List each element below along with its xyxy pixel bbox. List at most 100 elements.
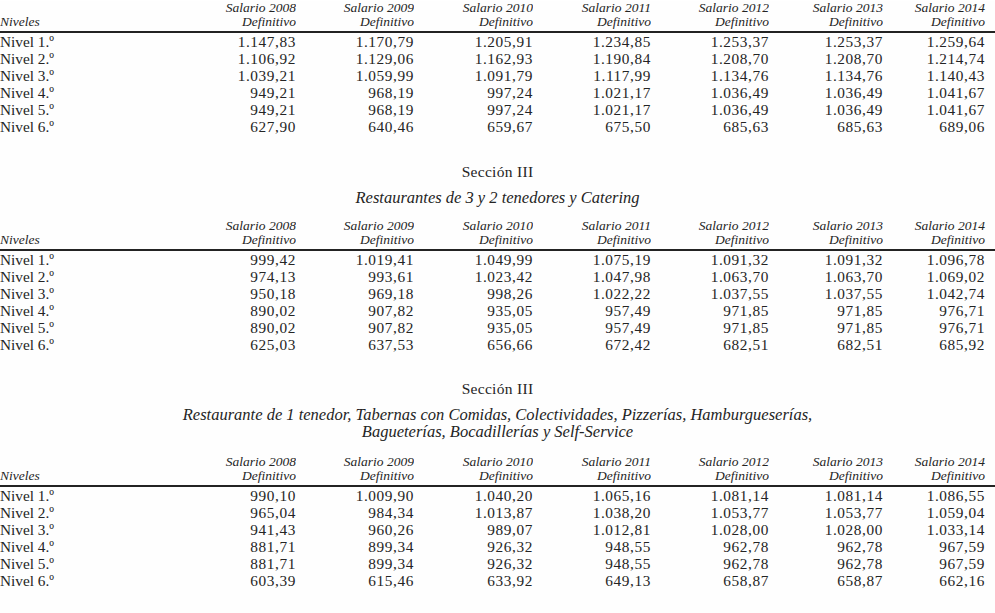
column-header-line2: Definitivo: [769, 233, 883, 247]
header-row: Niveles Salario 2008DefinitivoSalario 20…: [0, 455, 995, 486]
salary-value: 1.075,19: [533, 250, 651, 268]
salary-value: 1.013,87: [414, 504, 533, 521]
column-header-line2: Definitivo: [533, 233, 651, 247]
nivel-label: Nivel 3.º: [0, 67, 178, 84]
column-header: Salario 2011Definitivo: [533, 455, 651, 486]
salary-value: 1.063,70: [651, 268, 769, 285]
salary-value: 962,78: [651, 538, 769, 555]
salary-value: 1.023,42: [414, 268, 533, 285]
salary-value: 682,51: [769, 336, 883, 353]
column-header-line2: Definitivo: [178, 469, 296, 483]
salary-value: 689,06: [883, 118, 995, 135]
nivel-label: Nivel 3.º: [0, 285, 178, 302]
salary-value: 968,19: [296, 84, 414, 101]
column-header-line2: Definitivo: [296, 15, 414, 29]
nivel-label: Nivel 2.º: [0, 50, 178, 67]
column-header-line2: Definitivo: [414, 233, 533, 247]
salary-value: 675,50: [533, 118, 651, 135]
salary-value: 967,59: [883, 555, 995, 572]
column-header-line1: Salario 2009: [296, 455, 414, 469]
salary-value: 969,18: [296, 285, 414, 302]
salary-value: 967,59: [883, 538, 995, 555]
column-header: Salario 2009Definitivo: [296, 1, 414, 32]
column-header: Salario 2014Definitivo: [883, 455, 995, 486]
header-row: Niveles Salario 2008DefinitivoSalario 20…: [0, 1, 995, 32]
salary-value: 1.140,43: [883, 67, 995, 84]
salary-value: 971,85: [651, 302, 769, 319]
salary-value: 1.036,49: [769, 84, 883, 101]
salary-value: 907,82: [296, 319, 414, 336]
salary-value: 881,71: [178, 538, 296, 555]
nivel-label: Nivel 3.º: [0, 521, 178, 538]
salary-value: 633,92: [414, 572, 533, 589]
salary-value: 962,78: [769, 555, 883, 572]
salary-value: 615,46: [296, 572, 414, 589]
column-header: Salario 2010Definitivo: [414, 219, 533, 250]
salary-value: 1.208,70: [651, 50, 769, 67]
column-header: Salario 2010Definitivo: [414, 455, 533, 486]
column-header-line2: Definitivo: [769, 15, 883, 29]
column-header: Salario 2008Definitivo: [178, 455, 296, 486]
salary-value: 999,42: [178, 250, 296, 268]
salary-value: 948,55: [533, 538, 651, 555]
salary-value: 935,05: [414, 319, 533, 336]
column-header-line2: Definitivo: [769, 469, 883, 483]
salary-value: 649,13: [533, 572, 651, 589]
table-row: Nivel 1.º990,101.009,901.040,201.065,161…: [0, 486, 995, 504]
salary-value: 1.205,91: [414, 32, 533, 50]
column-header-line1: Salario 2011: [533, 1, 651, 15]
column-header: Salario 2014Definitivo: [883, 1, 995, 32]
salary-value: 1.059,99: [296, 67, 414, 84]
salary-value: 957,49: [533, 319, 651, 336]
niveles-header: Niveles: [0, 1, 178, 32]
salary-value: 685,92: [883, 336, 995, 353]
table-row: Nivel 1.º1.147,831.170,791.205,911.234,8…: [0, 32, 995, 50]
salary-value: 1.012,81: [533, 521, 651, 538]
salary-value: 941,43: [178, 521, 296, 538]
salary-value: 658,87: [769, 572, 883, 589]
section-title-line: Bagueterías, Bocadillerías y Self-Servic…: [0, 423, 995, 440]
column-header-line1: Salario 2010: [414, 1, 533, 15]
table-row: Nivel 6.º625,03637,53656,66672,42682,516…: [0, 336, 995, 353]
column-header-line2: Definitivo: [533, 15, 651, 29]
salary-value: 1.086,55: [883, 486, 995, 504]
niveles-header: Niveles: [0, 455, 178, 486]
salary-value: 1.081,14: [769, 486, 883, 504]
salary-value: 926,32: [414, 555, 533, 572]
table-row: Nivel 6.º627,90640,46659,67675,50685,636…: [0, 118, 995, 135]
salary-value: 658,87: [651, 572, 769, 589]
salary-value: 1.091,32: [769, 250, 883, 268]
column-header-line2: Definitivo: [533, 469, 651, 483]
salary-value: 907,82: [296, 302, 414, 319]
column-header-line1: Salario 2014: [883, 455, 985, 469]
table-row: Nivel 4.º949,21968,19997,241.021,171.036…: [0, 84, 995, 101]
salary-table: Niveles Salario 2008DefinitivoSalario 20…: [0, 1, 995, 135]
salary-value: 1.170,79: [296, 32, 414, 50]
salary-value: 685,63: [651, 118, 769, 135]
column-header-line2: Definitivo: [883, 15, 985, 29]
salary-table: Niveles Salario 2008DefinitivoSalario 20…: [0, 455, 995, 589]
salary-value: 971,85: [651, 319, 769, 336]
salary-value: 1.253,37: [651, 32, 769, 50]
niveles-header: Niveles: [0, 219, 178, 250]
column-header-line1: Salario 2009: [296, 219, 414, 233]
nivel-label: Nivel 1.º: [0, 32, 178, 50]
salary-value: 1.069,02: [883, 268, 995, 285]
column-header: Salario 2012Definitivo: [651, 219, 769, 250]
salary-value: 1.009,90: [296, 486, 414, 504]
salary-value: 1.253,37: [769, 32, 883, 50]
salary-table: Niveles Salario 2008DefinitivoSalario 20…: [0, 219, 995, 353]
table-body: Nivel 1.º999,421.019,411.049,991.075,191…: [0, 250, 995, 353]
salary-value: 1.208,70: [769, 50, 883, 67]
column-header-line1: Salario 2010: [414, 219, 533, 233]
salary-value: 968,19: [296, 101, 414, 118]
table-row: Nivel 3.º950,18969,18998,261.022,221.037…: [0, 285, 995, 302]
salary-value: 962,78: [651, 555, 769, 572]
salary-value: 1.038,20: [533, 504, 651, 521]
salary-value: 899,34: [296, 555, 414, 572]
section-title-line: Restaurantes de 3 y 2 tenedores y Cateri…: [0, 189, 995, 206]
salary-value: 1.214,74: [883, 50, 995, 67]
salary-value: 948,55: [533, 555, 651, 572]
salary-value: 1.037,55: [769, 285, 883, 302]
salary-value: 976,71: [883, 302, 995, 319]
